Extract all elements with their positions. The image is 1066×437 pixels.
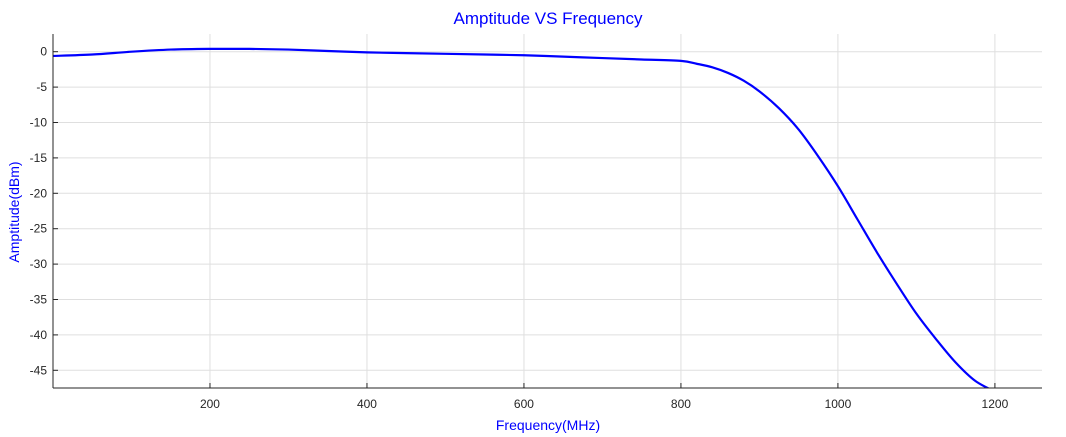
y-tick-label: -40 bbox=[30, 328, 48, 342]
y-tick-label: -20 bbox=[30, 186, 48, 200]
y-axis-label: Amptitude(dBm) bbox=[6, 161, 22, 262]
axes bbox=[52, 34, 1042, 389]
tick-labels: 200 400 600 800 1000 1200 0 -5 -10 -15 -20 -25 -30 -3… bbox=[30, 45, 1009, 411]
x-tick-label: 200 bbox=[200, 397, 220, 411]
series-line bbox=[53, 47, 991, 388]
y-tick-label: -25 bbox=[30, 222, 48, 236]
grid bbox=[53, 34, 1042, 388]
y-tick-label: -15 bbox=[30, 151, 48, 165]
x-tick-label: 400 bbox=[357, 397, 377, 411]
x-tick-label: 1000 bbox=[825, 397, 852, 411]
y-tick-label: -5 bbox=[36, 80, 47, 94]
y-tick-label: -30 bbox=[30, 257, 48, 271]
x-tick-label: 800 bbox=[671, 397, 691, 411]
x-tick-label: 1200 bbox=[982, 397, 1009, 411]
series-layer bbox=[53, 47, 991, 388]
x-axis-label: Frequency(MHz) bbox=[496, 417, 600, 433]
y-tick-label: -45 bbox=[30, 363, 48, 377]
x-tick-label: 600 bbox=[514, 397, 534, 411]
y-tick-label: -35 bbox=[30, 293, 48, 307]
y-tick-label: -10 bbox=[30, 116, 48, 130]
y-tick-label: 0 bbox=[40, 45, 47, 59]
chart-title: Amptitude VS Frequency bbox=[454, 9, 643, 28]
